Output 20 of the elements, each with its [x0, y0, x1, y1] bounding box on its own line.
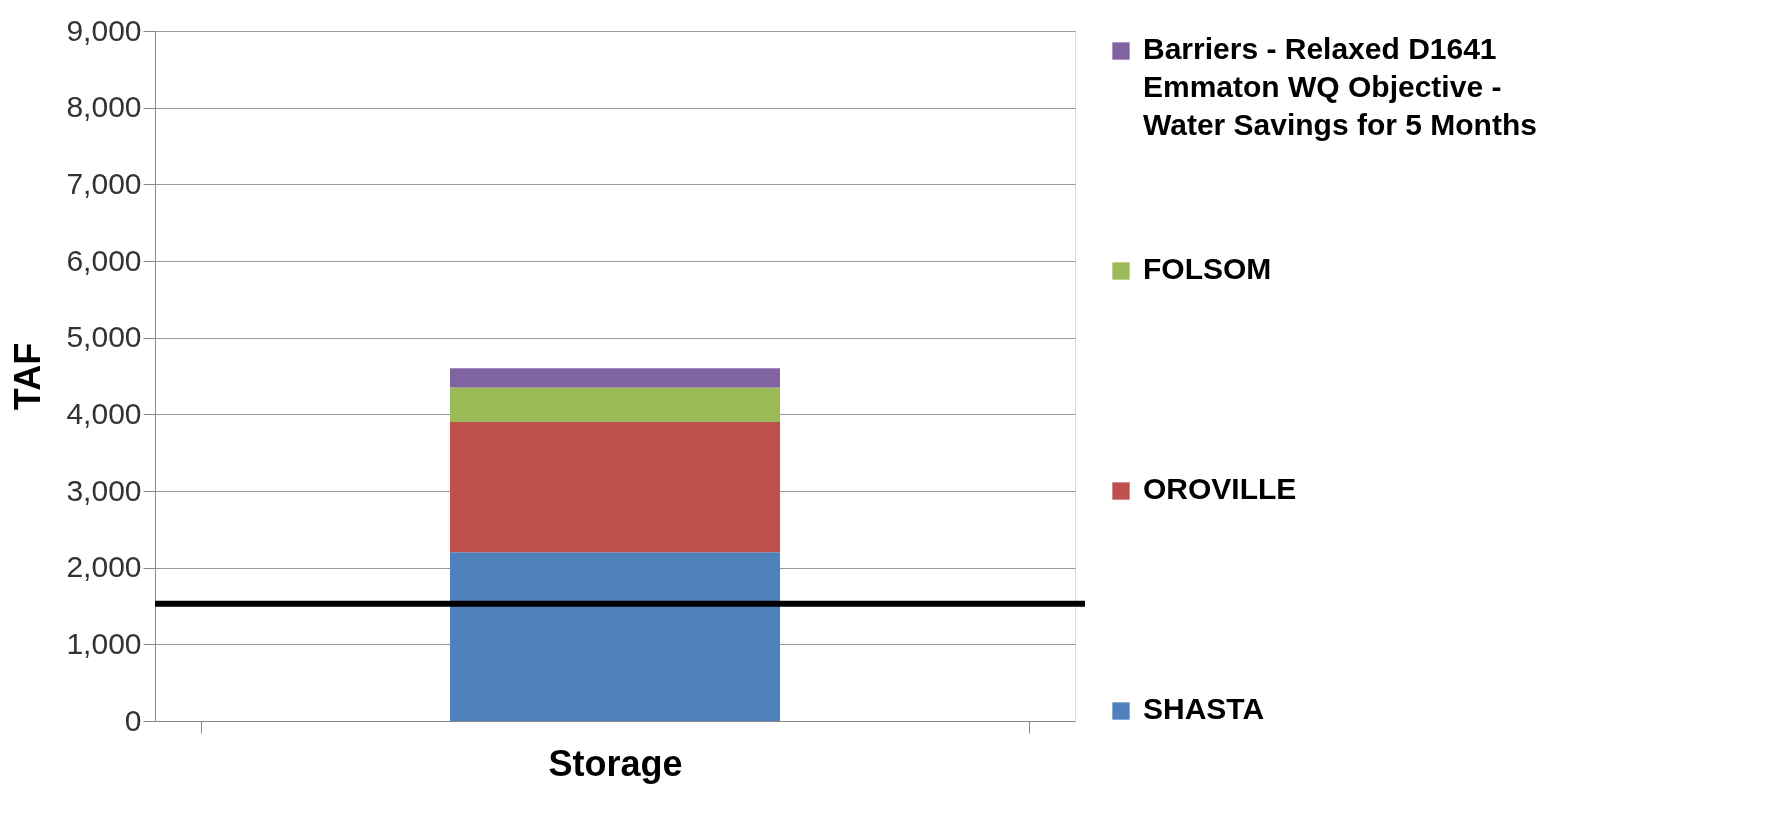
y-tick-label: 8,000 — [66, 90, 142, 124]
y-tick-label: 1,000 — [66, 626, 142, 660]
legend-label: Barriers - Relaxed D1641 Emmaton WQ Objective - Water Savings for 5 Months — [1143, 32, 1537, 141]
y-tick-label: 4,000 — [66, 396, 142, 430]
bar — [450, 552, 780, 721]
y-tick-label: 2,000 — [66, 550, 142, 584]
legend-label: FOLSOM — [1143, 252, 1272, 285]
bar — [450, 422, 780, 553]
y-tick-label: 6,000 — [66, 243, 142, 277]
y-tick-label: 9,000 — [66, 13, 142, 47]
legend-label: SHASTA — [1143, 692, 1265, 725]
bar — [450, 387, 780, 422]
legend-label: OROVILLE — [1143, 472, 1297, 505]
y-axis-title: TAF — [7, 342, 49, 411]
x-tick-label: Storage — [548, 742, 683, 784]
y-tick-label: 3,000 — [66, 473, 142, 507]
y-tick-label: 0 — [124, 703, 142, 737]
y-tick-label: 7,000 — [66, 166, 142, 200]
bar — [450, 368, 780, 388]
y-tick-label: 5,000 — [66, 320, 142, 354]
